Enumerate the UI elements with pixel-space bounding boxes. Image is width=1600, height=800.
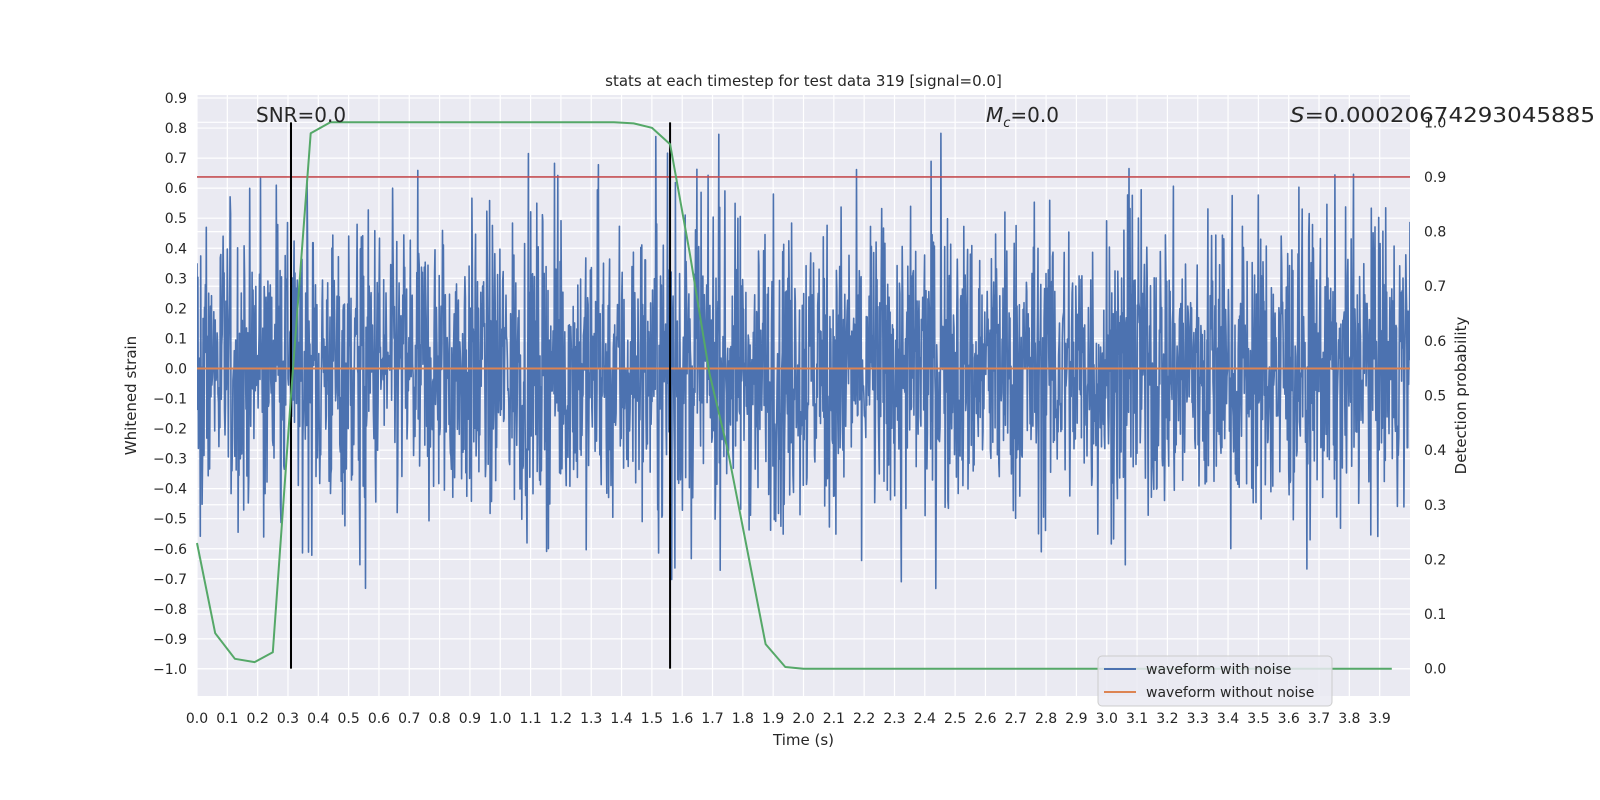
legend: waveform with noise waveform without noi… bbox=[1097, 655, 1333, 707]
waveform-with-noise-line bbox=[197, 132, 1410, 590]
x-tick-label: 3.9 bbox=[1369, 711, 1391, 727]
y-tick-label: −0.4 bbox=[153, 482, 187, 498]
x-axis-label: Time (s) bbox=[772, 731, 834, 749]
y-tick-label: 0.1 bbox=[165, 331, 187, 347]
s-symbol: S bbox=[1290, 103, 1305, 127]
x-tick-label: 0.8 bbox=[428, 711, 450, 727]
y-tick-label: −0.1 bbox=[153, 392, 187, 408]
x-tick-label: 0.9 bbox=[459, 711, 481, 727]
axis-ticks: 0.0 0.1 0.2 0.3 0.4 0.5 0.6 0.7 0.8 0.9 1.0 1.1 1.2 1… bbox=[153, 91, 1446, 727]
x-tick-label: 0.0 bbox=[186, 711, 208, 727]
y2-tick-label: 0.1 bbox=[1424, 607, 1446, 623]
s-value: =0.00020674293045885 bbox=[1305, 103, 1595, 127]
x-tick-label: 1.1 bbox=[519, 711, 541, 727]
y-tick-label: −0.6 bbox=[153, 542, 187, 558]
axis-labels: stats at each timestep for test data 319… bbox=[122, 72, 1470, 749]
y-tick-label: 0.3 bbox=[165, 271, 187, 287]
y-axis-label: Whitened strain bbox=[122, 336, 140, 455]
x-tick-label: 0.2 bbox=[247, 711, 269, 727]
y-tick-label: 0.8 bbox=[165, 121, 187, 137]
series-detection-probability bbox=[196, 121, 1392, 670]
x-tick-label: 0.5 bbox=[337, 711, 359, 727]
x-tick-label: 2.7 bbox=[1005, 711, 1027, 727]
x-tick-label: 2.9 bbox=[1065, 711, 1087, 727]
legend-label-waveform-without-noise: waveform without noise bbox=[1146, 685, 1314, 701]
x-tick-label: 2.0 bbox=[792, 711, 814, 727]
x-tick-label: 3.3 bbox=[1187, 711, 1209, 727]
y-tick-label: −0.7 bbox=[153, 572, 187, 588]
y2-tick-label: 0.9 bbox=[1424, 170, 1446, 186]
overlay-lines bbox=[197, 122, 1410, 669]
legend-label-waveform-with-noise: waveform with noise bbox=[1146, 662, 1291, 678]
x-tick-label: 3.0 bbox=[1096, 711, 1118, 727]
y-tick-label: −0.2 bbox=[153, 422, 187, 438]
y-tick-label: 0.4 bbox=[165, 241, 187, 257]
x-tick-label: 3.2 bbox=[1156, 711, 1178, 727]
detection-probability-line bbox=[196, 121, 1392, 670]
y2-tick-label: 1.0 bbox=[1424, 115, 1446, 131]
x-tick-label: 1.9 bbox=[762, 711, 784, 727]
score-annotation: S=0.00020674293045885 bbox=[1290, 103, 1595, 127]
snr-annotation: SNR=0.0 bbox=[256, 103, 346, 127]
x-tick-label: 3.6 bbox=[1278, 711, 1300, 727]
x-tick-label: 1.5 bbox=[641, 711, 663, 727]
y-tick-label: 0.2 bbox=[165, 301, 187, 317]
y-tick-label: −1.0 bbox=[153, 662, 187, 678]
y-tick-label: 0.6 bbox=[165, 181, 187, 197]
y-tick-label: −0.8 bbox=[153, 602, 187, 618]
y2-axis-label: Detection probability bbox=[1452, 317, 1470, 475]
y-tick-label: 0.7 bbox=[165, 151, 187, 167]
y-tick-label: −0.3 bbox=[153, 452, 187, 468]
x-tick-label: 0.6 bbox=[368, 711, 390, 727]
y2-tick-label: 0.4 bbox=[1424, 443, 1446, 459]
x-tick-label: 2.5 bbox=[944, 711, 966, 727]
annotations: SNR=0.0 Mc=0.0 S=0.00020674293045885 bbox=[256, 103, 1595, 131]
mc-value: =0.0 bbox=[1010, 103, 1059, 127]
x-tick-label: 1.7 bbox=[701, 711, 723, 727]
x-tick-label: 0.7 bbox=[398, 711, 420, 727]
x-tick-label: 0.3 bbox=[277, 711, 299, 727]
y2-tick-label: 0.2 bbox=[1424, 552, 1446, 568]
y-tick-label: 0.9 bbox=[165, 91, 187, 107]
y2-tick-label: 0.6 bbox=[1424, 334, 1446, 350]
x-tick-label: 3.4 bbox=[1217, 711, 1239, 727]
x-tick-label: 0.4 bbox=[307, 711, 329, 727]
x-tick-label: 2.2 bbox=[853, 711, 875, 727]
y2-tick-label: 0.8 bbox=[1424, 225, 1446, 241]
x-tick-label: 1.4 bbox=[610, 711, 632, 727]
mc-subscript: c bbox=[1003, 116, 1010, 131]
x-tick-label: 1.2 bbox=[550, 711, 572, 727]
y-tick-label: −0.5 bbox=[153, 512, 187, 528]
x-tick-label: 2.6 bbox=[974, 711, 996, 727]
mc-symbol: M bbox=[986, 103, 1003, 127]
x-tick-label: 2.4 bbox=[914, 711, 936, 727]
series-waveform-with-noise bbox=[197, 132, 1410, 590]
y2-tick-label: 0.7 bbox=[1424, 279, 1446, 295]
x-tick-label: 1.0 bbox=[489, 711, 511, 727]
x-tick-label: 3.7 bbox=[1308, 711, 1330, 727]
x-tick-label: 3.5 bbox=[1247, 711, 1269, 727]
x-tick-label: 3.8 bbox=[1338, 711, 1360, 727]
x-tick-label: 2.8 bbox=[1035, 711, 1057, 727]
chirp-mass-annotation: Mc=0.0 bbox=[986, 103, 1059, 131]
y2-tick-label: 0.5 bbox=[1424, 389, 1446, 405]
legend-box bbox=[1097, 655, 1333, 707]
x-tick-label: 1.3 bbox=[580, 711, 602, 727]
x-tick-label: 1.6 bbox=[671, 711, 693, 727]
y2-tick-label: 0.3 bbox=[1424, 498, 1446, 514]
y-tick-label: 0.5 bbox=[165, 211, 187, 227]
x-tick-label: 2.3 bbox=[883, 711, 905, 727]
y-tick-label: −0.9 bbox=[153, 632, 187, 648]
x-tick-label: 2.1 bbox=[823, 711, 845, 727]
x-tick-label: 0.1 bbox=[216, 711, 238, 727]
y2-tick-label: 0.0 bbox=[1424, 662, 1446, 678]
y-tick-label: 0.0 bbox=[165, 361, 187, 377]
x-tick-label: 1.8 bbox=[732, 711, 754, 727]
x-tick-label: 3.1 bbox=[1126, 711, 1148, 727]
chart-title: stats at each timestep for test data 319… bbox=[605, 72, 1002, 90]
